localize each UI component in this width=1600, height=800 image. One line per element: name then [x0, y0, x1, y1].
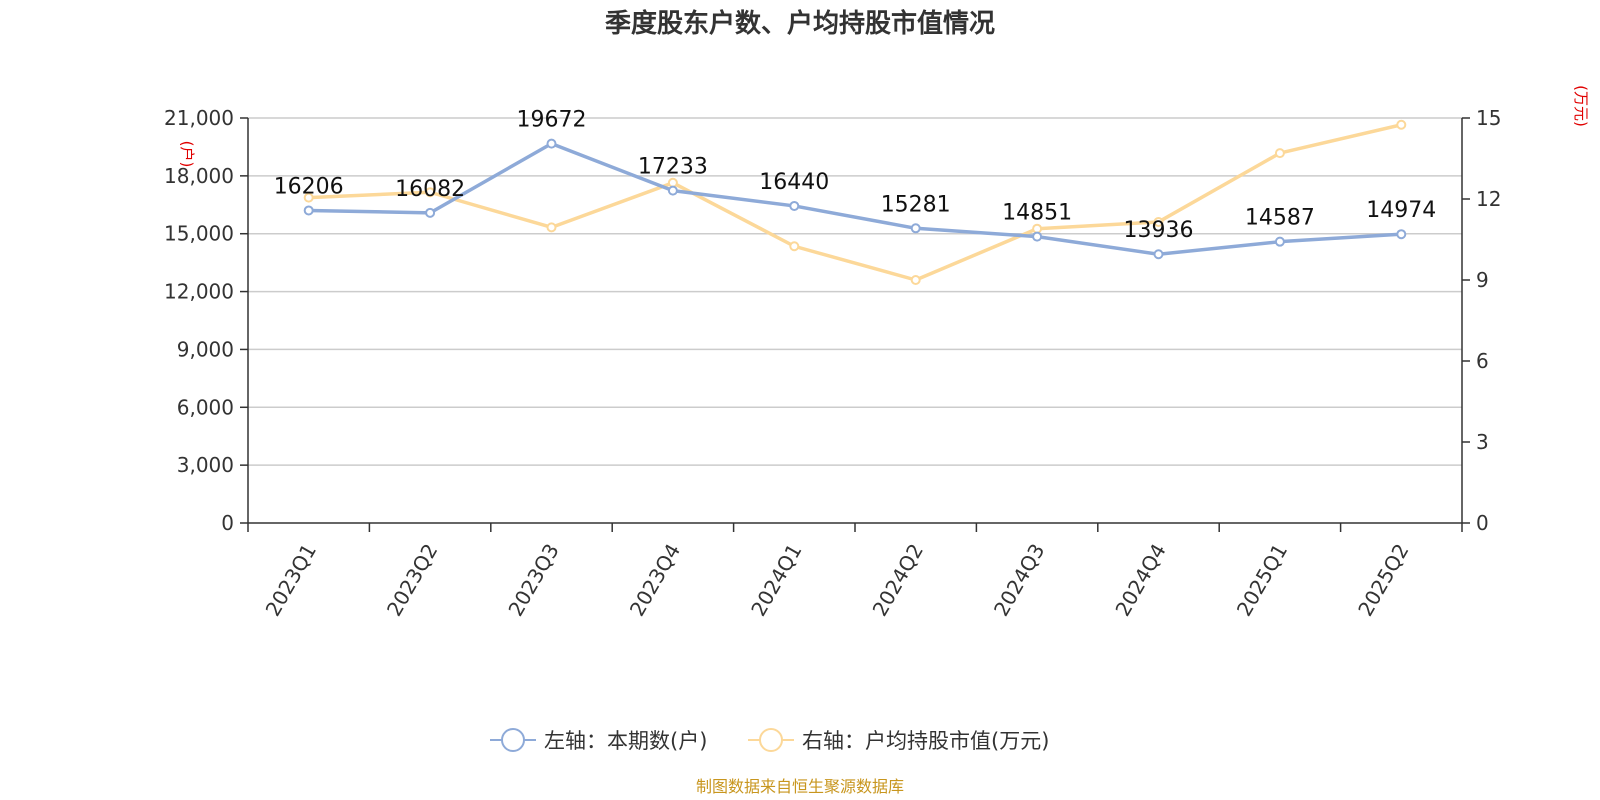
right-axis-tick-label: 3: [1476, 430, 1489, 454]
x-axis-tick-label: 2024Q1: [746, 540, 806, 621]
series-point: [789, 241, 800, 252]
series-point: [1153, 216, 1164, 227]
series-point: [667, 177, 678, 188]
series-point: [789, 200, 800, 211]
data-label: 19672: [517, 108, 587, 133]
left-axis-tick-label: 18,000: [164, 164, 234, 188]
data-label: 13936: [1124, 218, 1194, 243]
left-axis-tick-label: 9,000: [177, 337, 234, 361]
x-axis-tick-label: 2025Q1: [1232, 540, 1292, 621]
right-axis-tick-label: 6: [1476, 349, 1489, 373]
series-point: [425, 207, 436, 218]
left-axis-tick-label: 12,000: [164, 280, 234, 304]
source-note: 制图数据来自恒生聚源数据库: [696, 777, 904, 796]
left-axis-tick-label: 6,000: [177, 395, 234, 419]
left-axis-tick-label: 21,000: [164, 106, 234, 130]
series-point: [303, 192, 314, 203]
x-axis-tick-label: 2023Q3: [503, 540, 563, 621]
data-label: 14974: [1366, 198, 1436, 223]
series-point: [1274, 236, 1285, 247]
legend-label: 右轴：户均持股市值(万元): [802, 729, 1049, 753]
series-layer: [303, 119, 1407, 285]
series-point: [667, 185, 678, 196]
series-point: [910, 275, 921, 285]
left-axis-tick-label: 15,000: [164, 222, 234, 246]
x-axis-tick-label: 2023Q2: [382, 540, 442, 621]
x-axis-tick-label: 2024Q4: [1110, 540, 1170, 621]
data-labels: 16206 16082 19672 17233 16440 15281 14851 13936…: [274, 108, 1437, 244]
x-axis-tick-label: 2024Q3: [989, 540, 1049, 621]
series-line: [308, 123, 1402, 282]
series-point: [546, 138, 557, 149]
right-axis-unit: (万元): [1572, 85, 1590, 127]
series-point: [910, 223, 921, 234]
data-label: 14587: [1245, 206, 1315, 231]
left-axis-tick-label: 0: [221, 511, 234, 535]
right-axis-tick-label: 0: [1476, 511, 1489, 535]
chart-title: 季度股东户数、户均持股市值情况: [605, 8, 995, 39]
axes: 0 3,000 6,000 9,000 12,000 15,000 18,000 21,000…: [164, 106, 1501, 620]
series-point: [1274, 148, 1285, 159]
right-axis-tick-label: 9: [1476, 268, 1489, 292]
x-axis-tick-label: 2025Q2: [1353, 540, 1413, 621]
x-axis-tick-label: 2023Q1: [261, 540, 321, 621]
data-label: 16440: [759, 170, 829, 195]
data-label: 15281: [881, 192, 951, 217]
legend: 左轴：本期数(户) 右轴：户均持股市值(万元): [490, 728, 1049, 753]
series-point: [1153, 249, 1164, 260]
right-axis-tick-label: 15: [1476, 106, 1501, 130]
legend-marker: [501, 728, 525, 752]
series-point: [1032, 223, 1043, 234]
right-axis-tick-label: 12: [1476, 187, 1501, 211]
data-label: 16082: [395, 177, 465, 202]
series-point: [425, 187, 436, 198]
left-axis-tick-label: 3,000: [177, 453, 234, 477]
series-point: [1032, 231, 1043, 242]
series-point: [303, 205, 314, 216]
series-point: [1396, 119, 1407, 130]
data-label: 17233: [638, 155, 708, 180]
data-label: 14851: [1002, 201, 1072, 226]
series-line: [308, 141, 1402, 256]
series-point: [546, 222, 557, 233]
series-point: [1396, 229, 1407, 240]
legend-marker: [759, 728, 783, 752]
data-label: 16206: [274, 174, 344, 199]
left-axis-unit: (户): [178, 141, 196, 168]
grid: [248, 117, 1462, 466]
legend-label: 左轴：本期数(户): [544, 729, 707, 753]
x-axis-tick-label: 2023Q4: [625, 540, 685, 621]
x-axis-tick-label: 2024Q2: [868, 540, 928, 621]
